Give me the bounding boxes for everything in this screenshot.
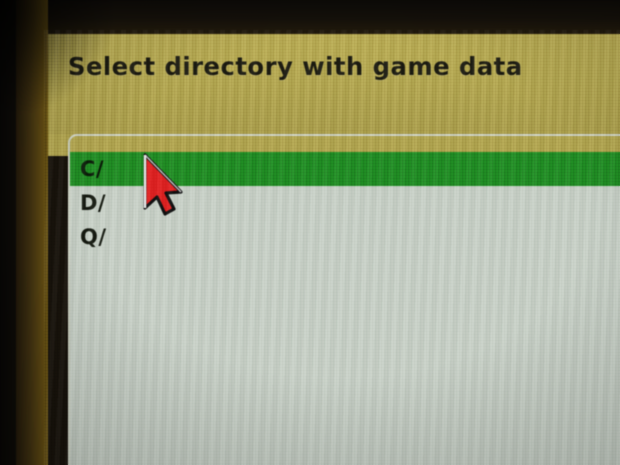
directory-list[interactable]: C/ D/ Q/ bbox=[70, 152, 620, 465]
dialog-header bbox=[44, 30, 620, 140]
list-item-drive-q[interactable]: Q/ bbox=[70, 220, 620, 254]
select-directory-dialog: Select directory with game data C/ D/ Q/ bbox=[44, 30, 620, 465]
list-item-label: Q/ bbox=[80, 225, 107, 249]
dialog-title: Select directory with game data bbox=[68, 52, 523, 81]
list-item-drive-c[interactable]: C/ bbox=[70, 152, 620, 186]
corner-shadow bbox=[0, 0, 120, 120]
list-item-label: D/ bbox=[80, 191, 107, 215]
list-item-label: C/ bbox=[80, 157, 105, 181]
list-item-drive-d[interactable]: D/ bbox=[70, 186, 620, 220]
